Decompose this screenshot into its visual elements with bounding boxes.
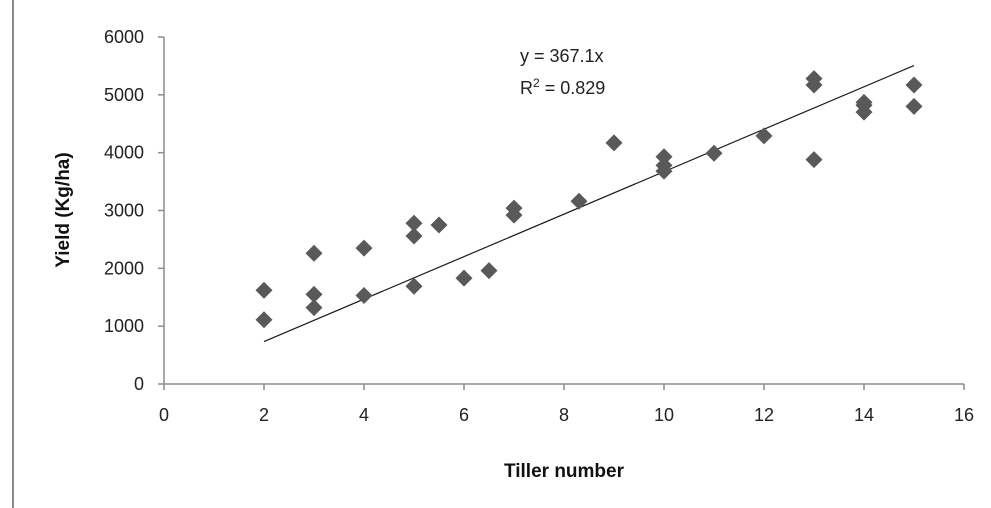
y-tick-label: 6000 [104,27,144,47]
data-point-marker [570,192,588,210]
data-point-marker [805,151,823,169]
data-point-marker [605,134,623,152]
data-point-marker [455,269,473,287]
x-tick-label: 8 [559,405,569,425]
r2-superscript: 2 [533,76,540,90]
data-point-marker [905,76,923,94]
data-point-marker [705,144,723,162]
y-axis-title: Yield (Kg/ha) [53,152,74,267]
x-tick-label: 4 [359,405,369,425]
y-tick-label: 1000 [104,316,144,336]
chart-frame [12,0,991,508]
x-axis-title: Tiller number [504,461,625,482]
x-tick-label: 6 [459,405,469,425]
x-tick-label: 16 [954,405,974,425]
data-point-marker [255,311,273,329]
data-point-marker [480,262,498,280]
data-point-marker [255,281,273,299]
data-point-marker [905,97,923,115]
data-point-marker [655,148,673,166]
r2-prefix: R [520,78,533,98]
x-tick-label: 12 [754,405,774,425]
data-point-marker [430,216,448,234]
data-point-marker [405,277,423,295]
y-tick-label: 0 [134,374,144,394]
y-tick-label: 5000 [104,85,144,105]
x-tick-label: 2 [259,405,269,425]
trendline-r-squared: R2 = 0.829 [520,76,605,98]
x-tick-label: 14 [854,405,874,425]
x-tick-label: 10 [654,405,674,425]
r2-value: = 0.829 [540,78,606,98]
data-point-marker [305,299,323,317]
y-tick-label: 4000 [104,143,144,163]
data-point-marker [355,239,373,257]
y-tick-label: 2000 [104,258,144,278]
data-point-marker [305,285,323,303]
trendline-equation: y = 367.1x [520,46,604,66]
data-point-marker [755,127,773,145]
data-point-marker [355,287,373,305]
data-point-marker [805,76,823,94]
y-tick-labels: 0 1000 2000 3000 4000 5000 6000 [104,27,144,394]
axes [158,36,965,390]
data-point-marker [655,162,673,180]
data-points [255,70,923,329]
data-point-marker [855,96,873,114]
x-tick-labels: 0 2 4 6 8 10 12 14 16 [159,405,974,425]
data-point-marker [505,206,523,224]
y-tick-label: 3000 [104,201,144,221]
data-point-marker [405,227,423,245]
data-point-marker [405,214,423,232]
x-tick-label: 0 [159,405,169,425]
data-point-marker [305,244,323,262]
